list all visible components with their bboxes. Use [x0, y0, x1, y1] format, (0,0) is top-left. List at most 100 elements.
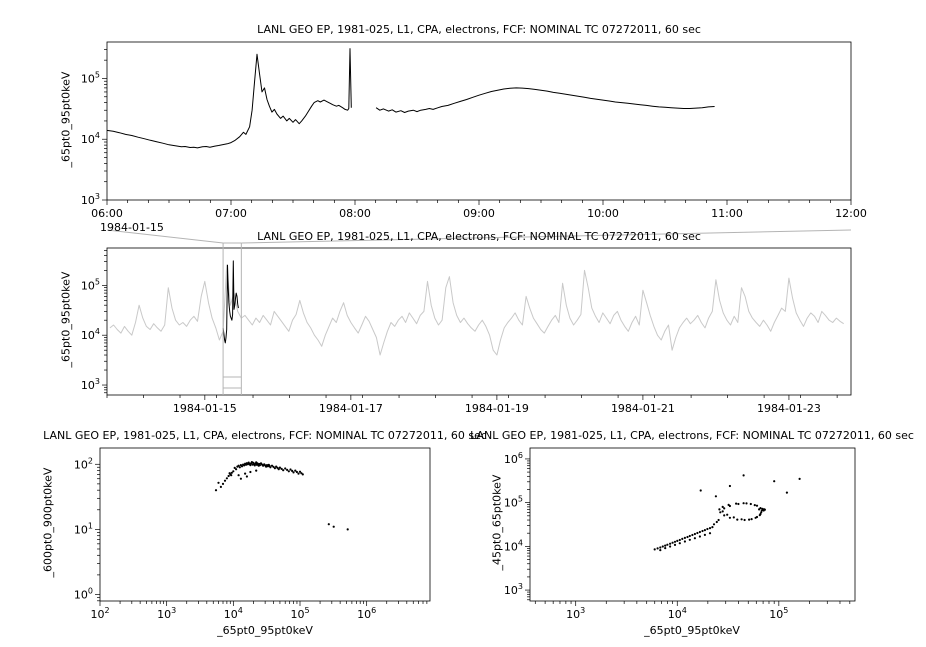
scatter-point [673, 543, 677, 547]
tick-label: 100 [74, 586, 93, 601]
series-highlight-flux [222, 260, 239, 344]
zoom-selection[interactable] [106, 229, 852, 395]
scatter-point [708, 532, 712, 535]
tick-label: 1984-01-23 [757, 402, 821, 415]
scatter-point [278, 466, 281, 469]
scatter-point [726, 513, 729, 516]
scatter-point [249, 470, 252, 474]
scatter-point [249, 464, 252, 467]
plot-frame[interactable] [106, 247, 852, 396]
plot-frame[interactable] [106, 41, 852, 201]
scatter-point [750, 518, 753, 521]
scatter-point [270, 464, 274, 467]
selection-line[interactable] [106, 229, 224, 244]
scatter-point [295, 470, 298, 474]
scatter-point [708, 527, 712, 530]
series-scatter-45-65 [653, 474, 801, 552]
scatter-point [255, 469, 258, 472]
tick-label: 105 [81, 277, 100, 292]
selection-line[interactable] [241, 229, 852, 244]
scatter-point [736, 518, 739, 521]
tick-label: 105 [290, 606, 309, 621]
scatter-point [719, 511, 722, 514]
scatter-point [678, 538, 681, 542]
scatter-point [728, 484, 732, 488]
tick-label: 105 [81, 70, 100, 85]
tick-label: 1984-01-21 [611, 402, 675, 415]
scatter-point [732, 516, 735, 519]
tick-label: 103 [566, 606, 585, 621]
tick-label: 103 [157, 606, 176, 621]
scatter-point [698, 530, 702, 534]
scatter-point [223, 479, 227, 482]
scatter-point [785, 491, 789, 494]
scatter-point [683, 536, 687, 540]
scatter-point [711, 526, 714, 529]
tick-label: 106 [357, 606, 376, 621]
tick-label: 104 [504, 538, 523, 553]
tick-label: 104 [81, 131, 100, 146]
tick-label: 09:00 [463, 207, 495, 220]
scatter-point [691, 533, 694, 537]
scatter-point [706, 527, 709, 531]
scatter-point [755, 504, 759, 507]
panel-scatter_right[interactable]: 103 104 105 103 104 105 106 [504, 447, 856, 621]
scatter-point [735, 502, 738, 505]
scatter-point [723, 514, 726, 517]
scatter-point [327, 523, 330, 526]
tick-label: 103 [504, 582, 523, 597]
scatter-point [759, 507, 762, 510]
scatter-point [661, 545, 664, 548]
tick-label: 102 [90, 606, 109, 621]
scatter-point [673, 540, 677, 543]
scatter-point [297, 472, 300, 475]
scatter-point [721, 505, 724, 508]
scatter-point [273, 467, 276, 470]
scatter-point [745, 502, 748, 505]
panel-top[interactable]: 06:00 07:00 08:00 09:00 10:00 11:00 12:00 103 10… [81, 41, 867, 220]
scatter-point [669, 545, 672, 548]
scatter-point [277, 468, 280, 471]
scatter-point [721, 510, 724, 513]
scatter-point [245, 475, 248, 478]
series-electron-flux [106, 48, 352, 149]
panel-context[interactable]: 1984-01-15 1984-01-17 1984-01-19 1984-01-21… [81, 247, 852, 415]
scatter-point [698, 535, 702, 538]
scatter-point [258, 464, 261, 467]
scatter-point [287, 470, 290, 473]
scatter-point [659, 549, 662, 552]
tick-label: 106 [504, 451, 523, 466]
scatter-point [669, 542, 672, 545]
scatter-point [686, 535, 689, 539]
scatter-point [244, 472, 247, 475]
scatter-point [664, 547, 667, 550]
tick-label: 103 [81, 192, 100, 207]
scatter-point [233, 466, 236, 469]
panel-scatter_left[interactable]: 102 103 104 105 106 100 101 102 [74, 447, 431, 621]
scatter-point [656, 547, 659, 550]
scatter-point [703, 529, 707, 532]
scatter-point [718, 508, 721, 511]
scatter-point [688, 534, 691, 538]
tick-label: 10:00 [587, 207, 619, 220]
scatter-point [798, 477, 801, 480]
scatter-point [301, 473, 304, 476]
tick-label: 07:00 [215, 207, 247, 220]
scatter-point [237, 474, 240, 477]
plot-frame[interactable] [99, 447, 431, 602]
scatter-point [742, 502, 745, 505]
scatter-point [253, 464, 256, 467]
scatter-point [740, 518, 743, 521]
scatter-point [664, 544, 667, 547]
series-electron-flux [375, 87, 715, 113]
plot-frame[interactable] [529, 447, 856, 602]
tick-label: 105 [504, 495, 523, 510]
tick-label: 1984-01-15 [173, 402, 237, 415]
scatter-point [225, 477, 228, 480]
tick-label: 104 [224, 606, 243, 621]
scatter-point [228, 472, 231, 475]
scatter-point [282, 469, 285, 472]
tick-label: 12:00 [835, 207, 867, 220]
scatter-point [217, 481, 220, 484]
